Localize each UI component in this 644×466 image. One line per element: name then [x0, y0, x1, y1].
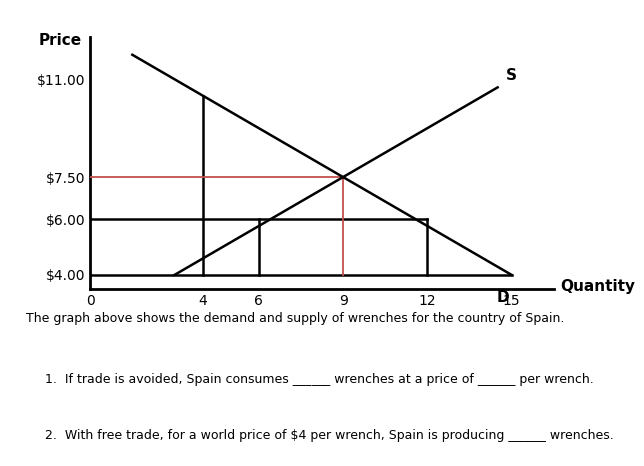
- Text: Price: Price: [39, 33, 82, 48]
- Text: 1.  If trade is avoided, Spain consumes ______ wrenches at a price of ______ per: 1. If trade is avoided, Spain consumes _…: [45, 373, 594, 386]
- Text: S: S: [506, 68, 517, 83]
- Text: Quantity: Quantity: [560, 279, 635, 294]
- Text: 2.  With free trade, for a world price of $4 per wrench, Spain is producing ____: 2. With free trade, for a world price of…: [45, 429, 614, 442]
- Text: The graph above shows the demand and supply of wrenches for the country of Spain: The graph above shows the demand and sup…: [26, 312, 564, 325]
- Text: D: D: [497, 290, 509, 305]
